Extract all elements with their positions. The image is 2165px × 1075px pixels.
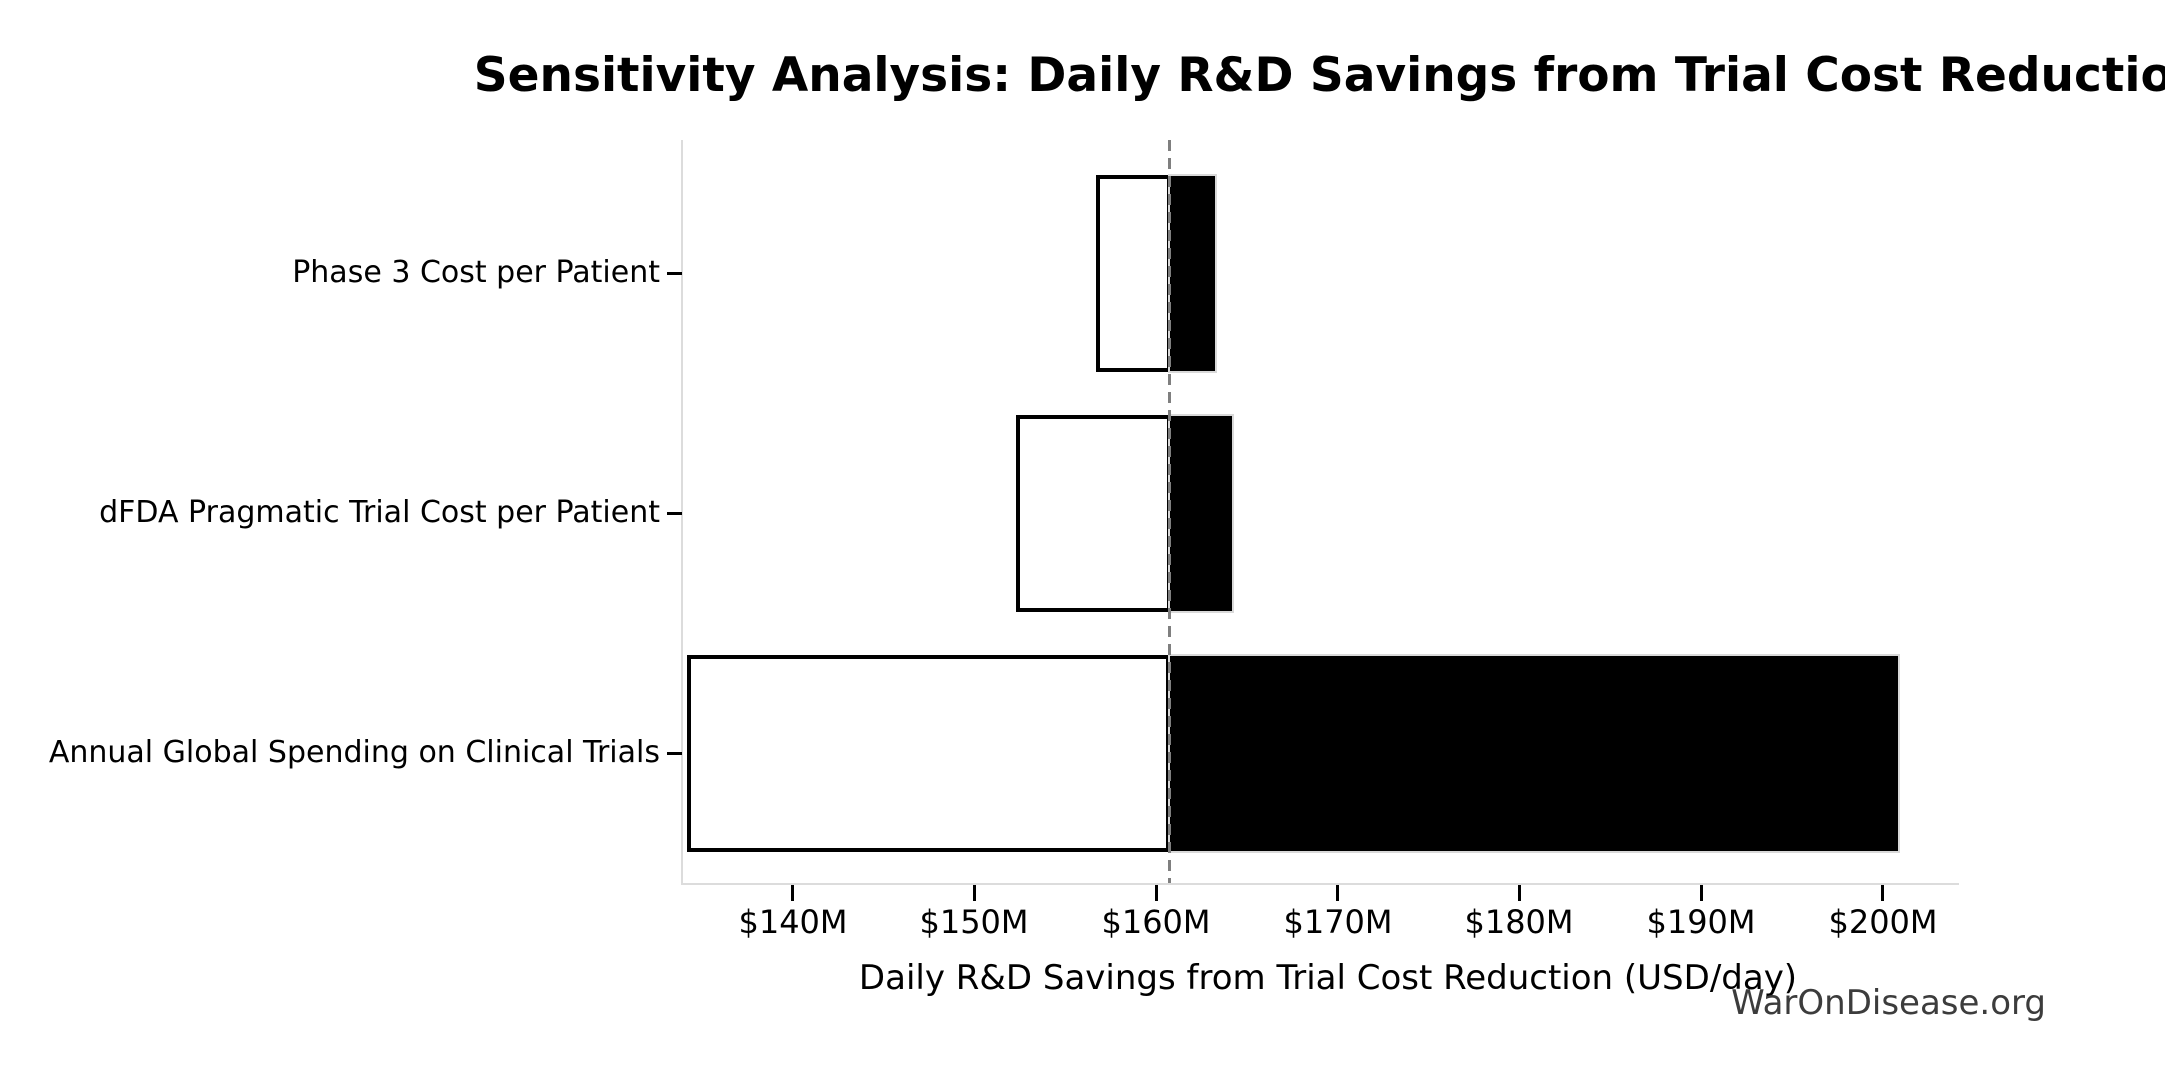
y-axis-tick: [667, 272, 682, 275]
bar-high-segment: [1168, 414, 1234, 613]
bar-high-segment: [1168, 654, 1900, 853]
watermark-text: WarOnDisease.org: [1731, 983, 2046, 1023]
x-axis-tick-label: $180M: [1464, 903, 1574, 941]
chart-title: Sensitivity Analysis: Daily R&D Savings …: [473, 48, 2165, 103]
x-axis-tick-label: $160M: [1101, 903, 1211, 941]
x-axis-tick-label: $200M: [1828, 903, 1938, 941]
x-axis-spine: [682, 883, 1959, 885]
y-axis-spine: [681, 140, 683, 885]
category-label: Annual Global Spending on Clinical Trial…: [48, 735, 660, 770]
baseline-dashed-line: [1168, 140, 1171, 883]
x-axis-tick-label: $150M: [919, 903, 1029, 941]
x-axis-tick: [1336, 885, 1339, 901]
bar-low-segment: [687, 655, 1170, 852]
category-label: Phase 3 Cost per Patient: [292, 255, 660, 290]
x-axis-tick-label: $170M: [1283, 903, 1393, 941]
x-axis-tick-label: $140M: [738, 903, 848, 941]
bar-low-segment: [1016, 415, 1171, 612]
x-axis-tick: [973, 885, 976, 901]
y-axis-tick: [667, 512, 682, 515]
x-axis-tick: [1700, 885, 1703, 901]
x-axis-tick: [1881, 885, 1884, 901]
y-axis-tick: [667, 752, 682, 755]
bar-low-segment: [1096, 175, 1171, 372]
x-axis-tick: [1155, 885, 1158, 901]
category-label: dFDA Pragmatic Trial Cost per Patient: [99, 495, 660, 530]
x-axis-tick-label: $190M: [1646, 903, 1756, 941]
bar-high-segment: [1168, 174, 1217, 373]
x-axis-label: Daily R&D Savings from Trial Cost Reduct…: [858, 958, 1798, 998]
x-axis-tick: [791, 885, 794, 901]
x-axis-tick: [1518, 885, 1521, 901]
